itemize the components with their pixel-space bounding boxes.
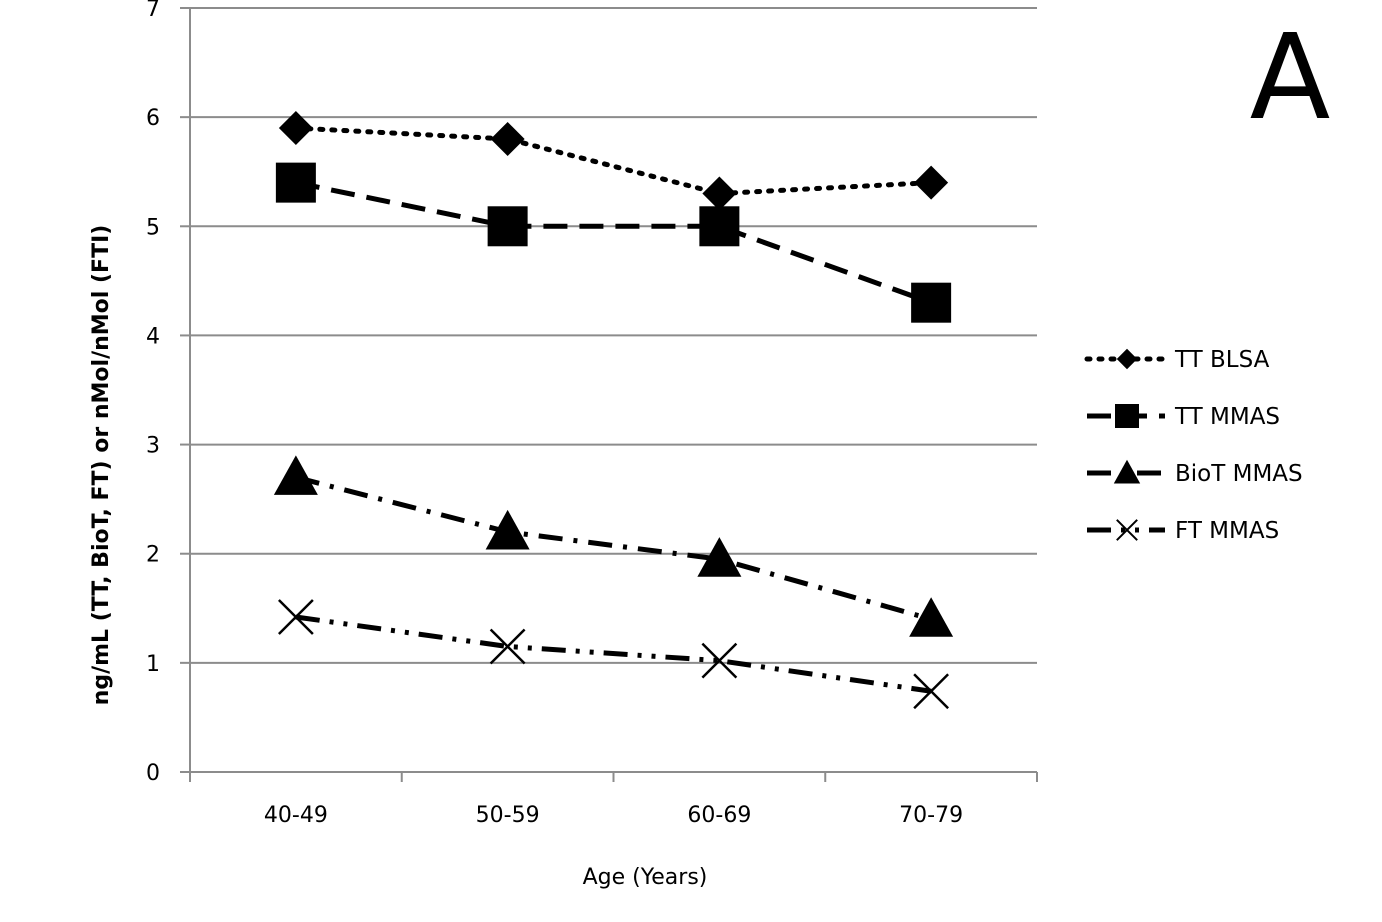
legend-label: TT MMAS [1174, 404, 1280, 430]
data-point [277, 599, 314, 635]
data-point [487, 206, 528, 247]
data-point [702, 176, 737, 211]
panel-letter: A [1250, 8, 1331, 146]
legend-entry: FT MMAS [1087, 518, 1279, 544]
series-biot-mmas [273, 455, 954, 637]
y-tick-label: 1 [146, 652, 160, 677]
data-point [697, 537, 742, 577]
y-tick-label: 3 [146, 434, 160, 459]
series-line [293, 125, 934, 197]
legend-label: TT BLSA [1174, 347, 1270, 373]
x-axis-ticks: 40-49 50-59 60-69 70-79 [189, 772, 1038, 828]
legend-label: FT MMAS [1175, 518, 1279, 544]
data-point [275, 162, 316, 203]
y-axis-label: ng/mL (TT, BioT, FT) or nMol/nMol (FTI) [89, 225, 114, 706]
legend-marker [1116, 348, 1138, 370]
legend-label: BioT MMAS [1175, 461, 1303, 487]
legend-entry: TT MMAS [1087, 404, 1280, 430]
y-tick-label: 6 [146, 106, 160, 131]
data-point [913, 673, 950, 710]
gridlines [190, 7, 1037, 664]
series-line [295, 180, 932, 306]
y-tick-label: 0 [146, 761, 160, 786]
x-tick-label: 60-69 [687, 803, 751, 828]
x-tick-label: 40-49 [264, 803, 328, 828]
series-line [295, 474, 932, 622]
data-point [278, 111, 313, 146]
legend-entry: TT BLSA [1084, 347, 1270, 373]
x-tick-label: 50-59 [476, 803, 540, 828]
y-axis-ticks: 0 1 2 3 4 5 6 7 [146, 0, 190, 786]
y-tick-label: 2 [146, 543, 160, 568]
data-point [490, 121, 525, 156]
data-point [911, 282, 952, 323]
series-tt-mmas [275, 162, 952, 323]
series-tt-blsa [278, 111, 949, 211]
data-point [489, 628, 526, 665]
legend-marker [1116, 519, 1138, 541]
legend-marker [1113, 459, 1141, 484]
x-axis-label: Age (Years) [583, 865, 708, 890]
series-line [295, 614, 932, 694]
y-tick-label: 5 [146, 215, 160, 240]
data-point [701, 642, 738, 679]
legend-entry: BioT MMAS [1087, 459, 1303, 487]
series-ft-mmas [277, 599, 950, 710]
data-point [699, 206, 740, 247]
data-point [273, 455, 318, 495]
legend: TT BLSA TT MMAS BioT MMAS FT MMAS [1084, 347, 1303, 544]
x-tick-label: 70-79 [899, 803, 963, 828]
legend-marker [1115, 404, 1139, 428]
axes [189, 8, 1037, 773]
y-tick-label: 4 [146, 324, 160, 349]
y-tick-label: 7 [146, 0, 160, 22]
data-point [914, 165, 949, 200]
data-series [273, 111, 954, 710]
data-point [909, 597, 954, 637]
data-point [485, 509, 530, 550]
